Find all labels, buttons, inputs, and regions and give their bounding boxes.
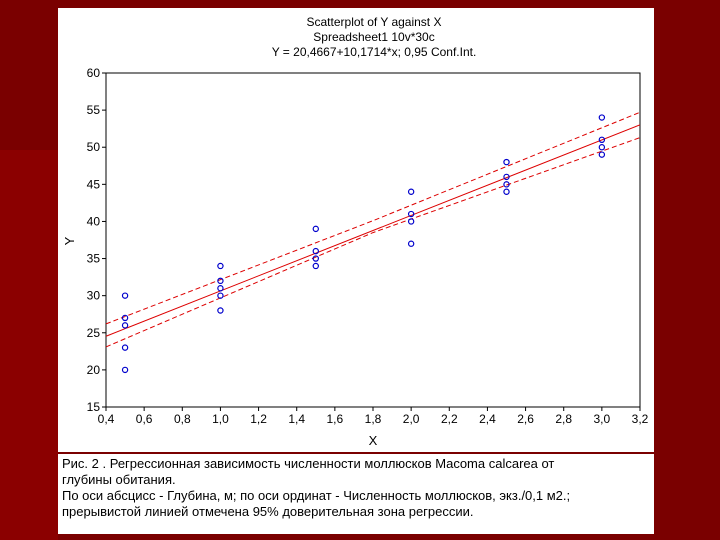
data-point [121, 344, 129, 351]
data-point [503, 188, 510, 195]
data-point [121, 314, 129, 322]
y-tick-label: 45 [87, 177, 101, 191]
y-axis-ticks: 15 20 25 30 35 40 45 50 55 60 [87, 66, 106, 414]
caption-line-3: По оси абсцисс - Глубина, м; по оси орди… [62, 488, 571, 503]
data-point [121, 322, 129, 329]
y-tick-label: 25 [87, 326, 101, 340]
x-tick-label: 1,6 [327, 412, 344, 426]
x-tick-label: 2,4 [479, 412, 496, 426]
chart-title-line-3: Y = 20,4667+10,1714*x; 0,95 Conf.Int. [272, 45, 477, 59]
data-point [312, 262, 319, 270]
y-tick-label: 50 [87, 140, 101, 154]
y-tick-label: 30 [87, 289, 101, 303]
y-axis-label: Y [62, 236, 77, 245]
x-tick-label: 1,0 [212, 412, 229, 426]
data-point [598, 151, 606, 158]
x-tick-label: 0,8 [174, 412, 191, 426]
caption-line-1: Рис. 2 . Регрессионная зависимость числе… [62, 456, 555, 471]
x-tick-label: 0,6 [136, 412, 153, 426]
x-tick-label: 2,8 [555, 412, 572, 426]
x-tick-label: 2,6 [517, 412, 534, 426]
x-tick-label: 1,4 [288, 412, 305, 426]
data-point [217, 307, 224, 314]
data-point [312, 225, 319, 233]
data-point [217, 262, 224, 270]
data-point [407, 240, 415, 247]
x-tick-label: 2,0 [403, 412, 420, 426]
y-tick-label: 35 [87, 252, 101, 266]
data-point [598, 136, 606, 143]
x-tick-label: 2,2 [441, 412, 458, 426]
caption-line-2: глубины обитания. [62, 472, 176, 487]
data-point [503, 181, 510, 188]
x-axis-ticks: 0,4 0,6 0,8 1,0 1,2 1,4 1,6 1,8 2,0 2,2 2,4 2,6 2,8 3… [98, 407, 649, 426]
figure-caption: Рис. 2 . Регрессионная зависимость числе… [58, 454, 654, 534]
slide-left-band [0, 150, 58, 540]
data-point [407, 188, 415, 195]
y-tick-label: 15 [87, 400, 101, 414]
x-tick-label: 3,2 [632, 412, 649, 426]
data-point [217, 277, 224, 285]
caption-line-4: прерывистой линией отмечена 95% доверите… [62, 504, 474, 519]
x-tick-label: 1,2 [250, 412, 267, 426]
y-tick-label: 55 [87, 103, 101, 117]
y-tick-label: 20 [87, 363, 101, 377]
data-point [407, 218, 415, 225]
scatterplot: Scatterplot of Y against X Spreadsheet1 … [62, 15, 649, 448]
data-point [598, 144, 606, 151]
data-points [121, 114, 606, 374]
chart-title-line-2: Spreadsheet1 10v*30c [313, 30, 434, 44]
data-point [312, 247, 319, 255]
x-axis-label: X [369, 433, 378, 448]
data-point [598, 114, 606, 121]
data-point [121, 366, 129, 374]
data-point [217, 292, 224, 299]
data-point [217, 285, 224, 292]
plot-area [105, 72, 641, 408]
chart-figure: Scatterplot of Y against X Spreadsheet1 … [58, 8, 654, 452]
x-tick-label: 0,4 [98, 412, 115, 426]
y-tick-label: 40 [87, 214, 101, 228]
x-tick-label: 1,8 [365, 412, 382, 426]
regression-line-group [105, 124, 641, 337]
data-point [121, 292, 129, 299]
confidence-band [105, 111, 641, 348]
regression-line [105, 124, 641, 337]
x-tick-label: 3,0 [594, 412, 611, 426]
data-point [503, 158, 510, 166]
data-point [312, 255, 319, 262]
data-point [407, 210, 415, 218]
chart-title-line-1: Scatterplot of Y against X [307, 15, 442, 29]
data-point [503, 173, 510, 181]
y-tick-label: 60 [87, 66, 101, 80]
confidence-lower-line [105, 137, 641, 348]
